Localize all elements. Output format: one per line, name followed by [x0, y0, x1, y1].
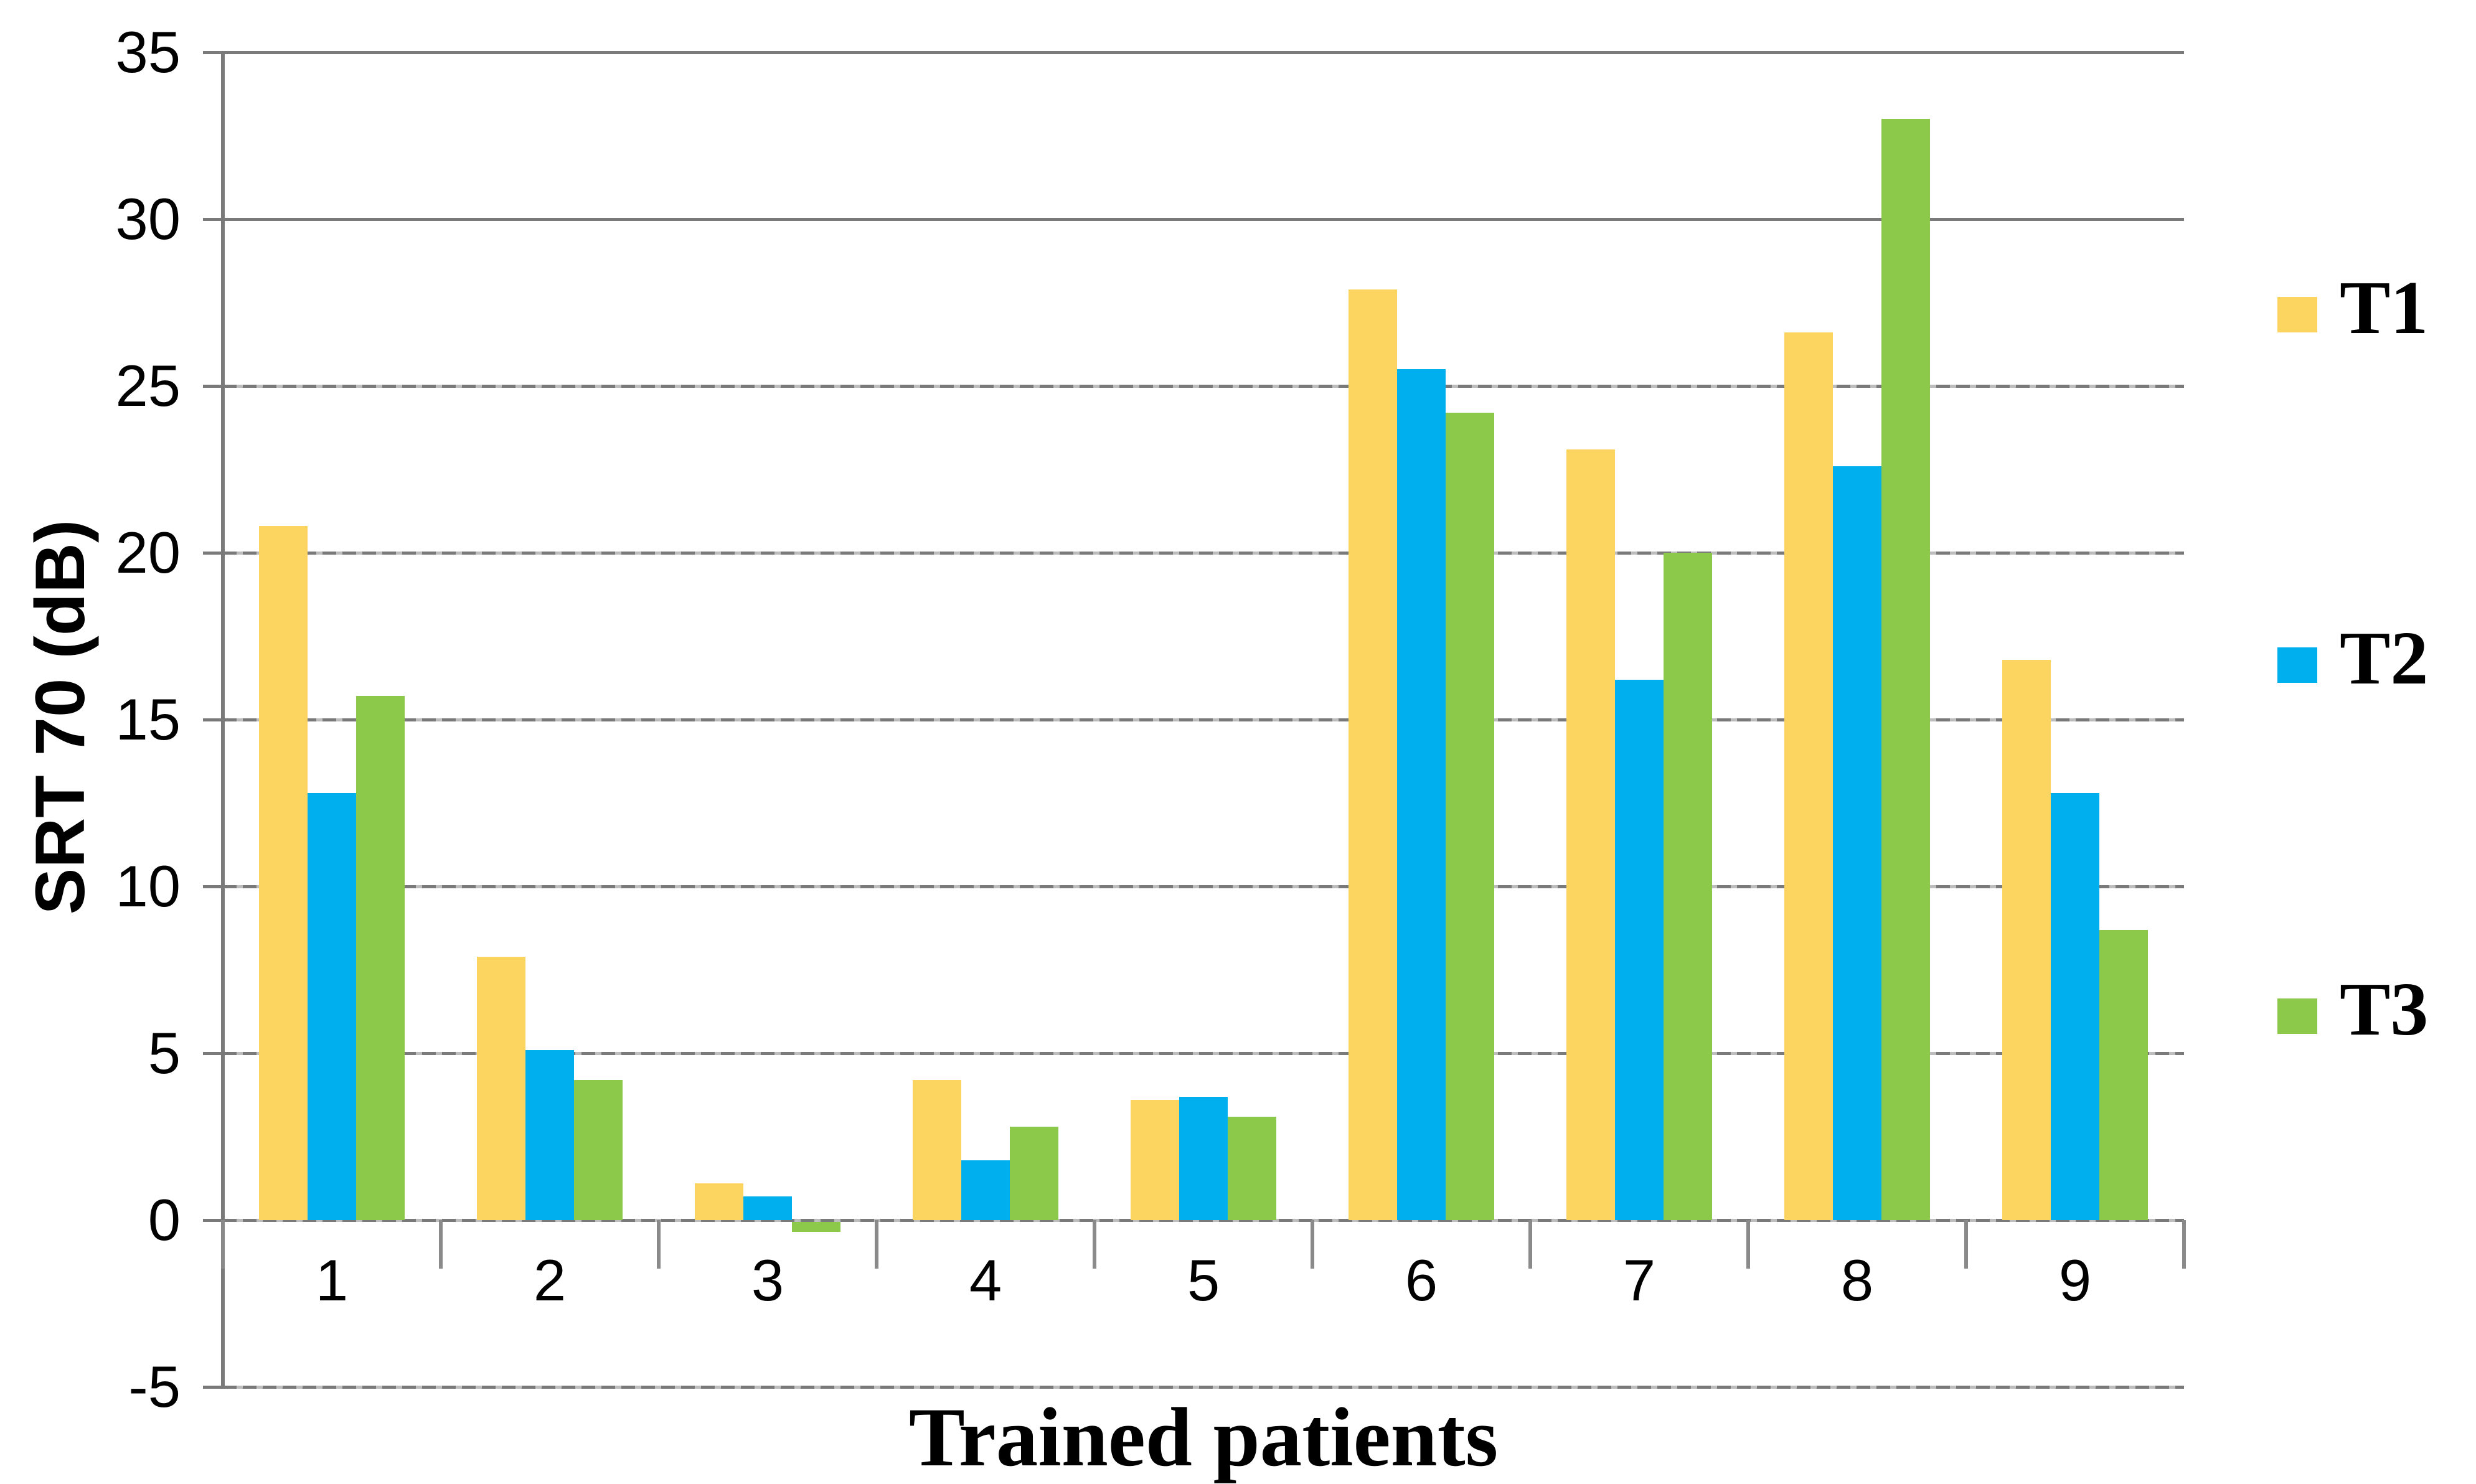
y-axis-tick — [203, 1386, 224, 1389]
bar-t1-patient-2 — [477, 956, 525, 1220]
x-axis-tick — [1964, 1220, 1968, 1269]
x-tick-label-patient-4: 4 — [969, 1247, 1002, 1313]
x-tick-label-patient-8: 8 — [1840, 1247, 1874, 1313]
gridline-30 — [223, 218, 2184, 221]
x-axis-tick — [439, 1220, 443, 1269]
bar-t2-patient-7 — [1615, 679, 1664, 1220]
legend-label-t1: T1 — [2340, 266, 2429, 350]
bar-t3-patient-3 — [792, 1222, 840, 1233]
x-tick-label-patient-5: 5 — [1187, 1247, 1220, 1313]
legend-label-t2: T2 — [2340, 616, 2429, 700]
y-tick-label: 5 — [148, 1020, 181, 1086]
bar-t2-patient-5 — [1179, 1096, 1228, 1220]
bar-t1-patient-5 — [1131, 1100, 1179, 1220]
bar-t3-patient-9 — [2099, 929, 2148, 1220]
x-axis-tick — [1746, 1220, 1750, 1269]
y-tick-label: 30 — [115, 186, 181, 251]
bar-t2-patient-1 — [308, 792, 356, 1220]
x-axis-tick — [1528, 1220, 1532, 1269]
bar-t2-patient-9 — [2051, 792, 2099, 1220]
bar-t1-patient-8 — [1784, 332, 1833, 1220]
y-axis-tick — [203, 552, 224, 555]
y-tick-label: 25 — [115, 353, 181, 418]
x-tick-label-patient-2: 2 — [533, 1247, 567, 1313]
x-tick-label-patient-1: 1 — [315, 1247, 349, 1313]
gridline-20 — [223, 552, 2184, 555]
y-axis-line — [221, 52, 225, 1389]
gridline-25 — [223, 385, 2184, 388]
y-tick-label: 20 — [115, 520, 181, 585]
bar-t3-patient-2 — [574, 1079, 623, 1220]
bar-t2-patient-8 — [1833, 466, 1881, 1220]
x-axis-tick — [1093, 1220, 1096, 1269]
y-tick-label: 10 — [115, 853, 181, 919]
y-axis-tick — [203, 1052, 224, 1055]
y-tick-label: -5 — [128, 1354, 181, 1419]
gridline-5 — [223, 1052, 2184, 1055]
gridline-15 — [223, 718, 2184, 721]
gridline--5 — [223, 1386, 2184, 1389]
gridline-0 — [223, 1219, 2184, 1222]
legend-swatch-t1 — [2277, 297, 2317, 332]
bar-t3-patient-6 — [1446, 412, 1494, 1220]
bar-t3-patient-4 — [1010, 1126, 1058, 1220]
y-axis-tick — [203, 385, 224, 388]
bar-t1-patient-3 — [695, 1183, 743, 1220]
y-tick-label: 35 — [115, 19, 181, 85]
gridline-10 — [223, 885, 2184, 888]
x-axis-tick — [2182, 1220, 2186, 1269]
x-tick-label-patient-6: 6 — [1405, 1247, 1438, 1313]
y-axis-tick — [203, 885, 224, 888]
y-axis-tick — [203, 1219, 224, 1222]
legend-swatch-t3 — [2277, 998, 2317, 1034]
bar-t3-patient-1 — [356, 696, 405, 1220]
x-tick-label-patient-7: 7 — [1622, 1247, 1656, 1313]
x-axis-tick — [221, 1220, 225, 1269]
x-axis-tick — [875, 1220, 878, 1269]
x-axis-tick — [657, 1220, 661, 1269]
legend-swatch-t2 — [2277, 647, 2317, 683]
bar-t2-patient-4 — [961, 1160, 1010, 1220]
bar-t3-patient-5 — [1228, 1116, 1276, 1220]
legend-label-t3: T3 — [2340, 967, 2429, 1051]
bar-t2-patient-6 — [1397, 369, 1446, 1220]
gridline-35 — [223, 51, 2184, 54]
bar-t1-patient-6 — [1349, 289, 1397, 1220]
x-axis-tick — [1311, 1220, 1314, 1269]
y-axis-tick — [203, 218, 224, 221]
x-tick-label-patient-3: 3 — [751, 1247, 784, 1313]
bar-t1-patient-9 — [2002, 659, 2051, 1220]
x-tick-label-patient-9: 9 — [2058, 1247, 2092, 1313]
bar-t2-patient-2 — [525, 1050, 574, 1220]
y-tick-label: 15 — [115, 687, 181, 752]
bar-t2-patient-3 — [743, 1196, 792, 1220]
bar-t3-patient-8 — [1881, 119, 1930, 1220]
y-axis-tick — [203, 51, 224, 54]
bar-t1-patient-7 — [1566, 449, 1615, 1220]
y-tick-label: 0 — [148, 1187, 181, 1252]
bar-t3-patient-7 — [1664, 553, 1712, 1220]
x-axis-title: Trained patients — [908, 1391, 1499, 1484]
bar-t1-patient-4 — [913, 1079, 961, 1220]
y-axis-tick — [203, 718, 224, 721]
bar-t1-patient-1 — [259, 526, 308, 1220]
